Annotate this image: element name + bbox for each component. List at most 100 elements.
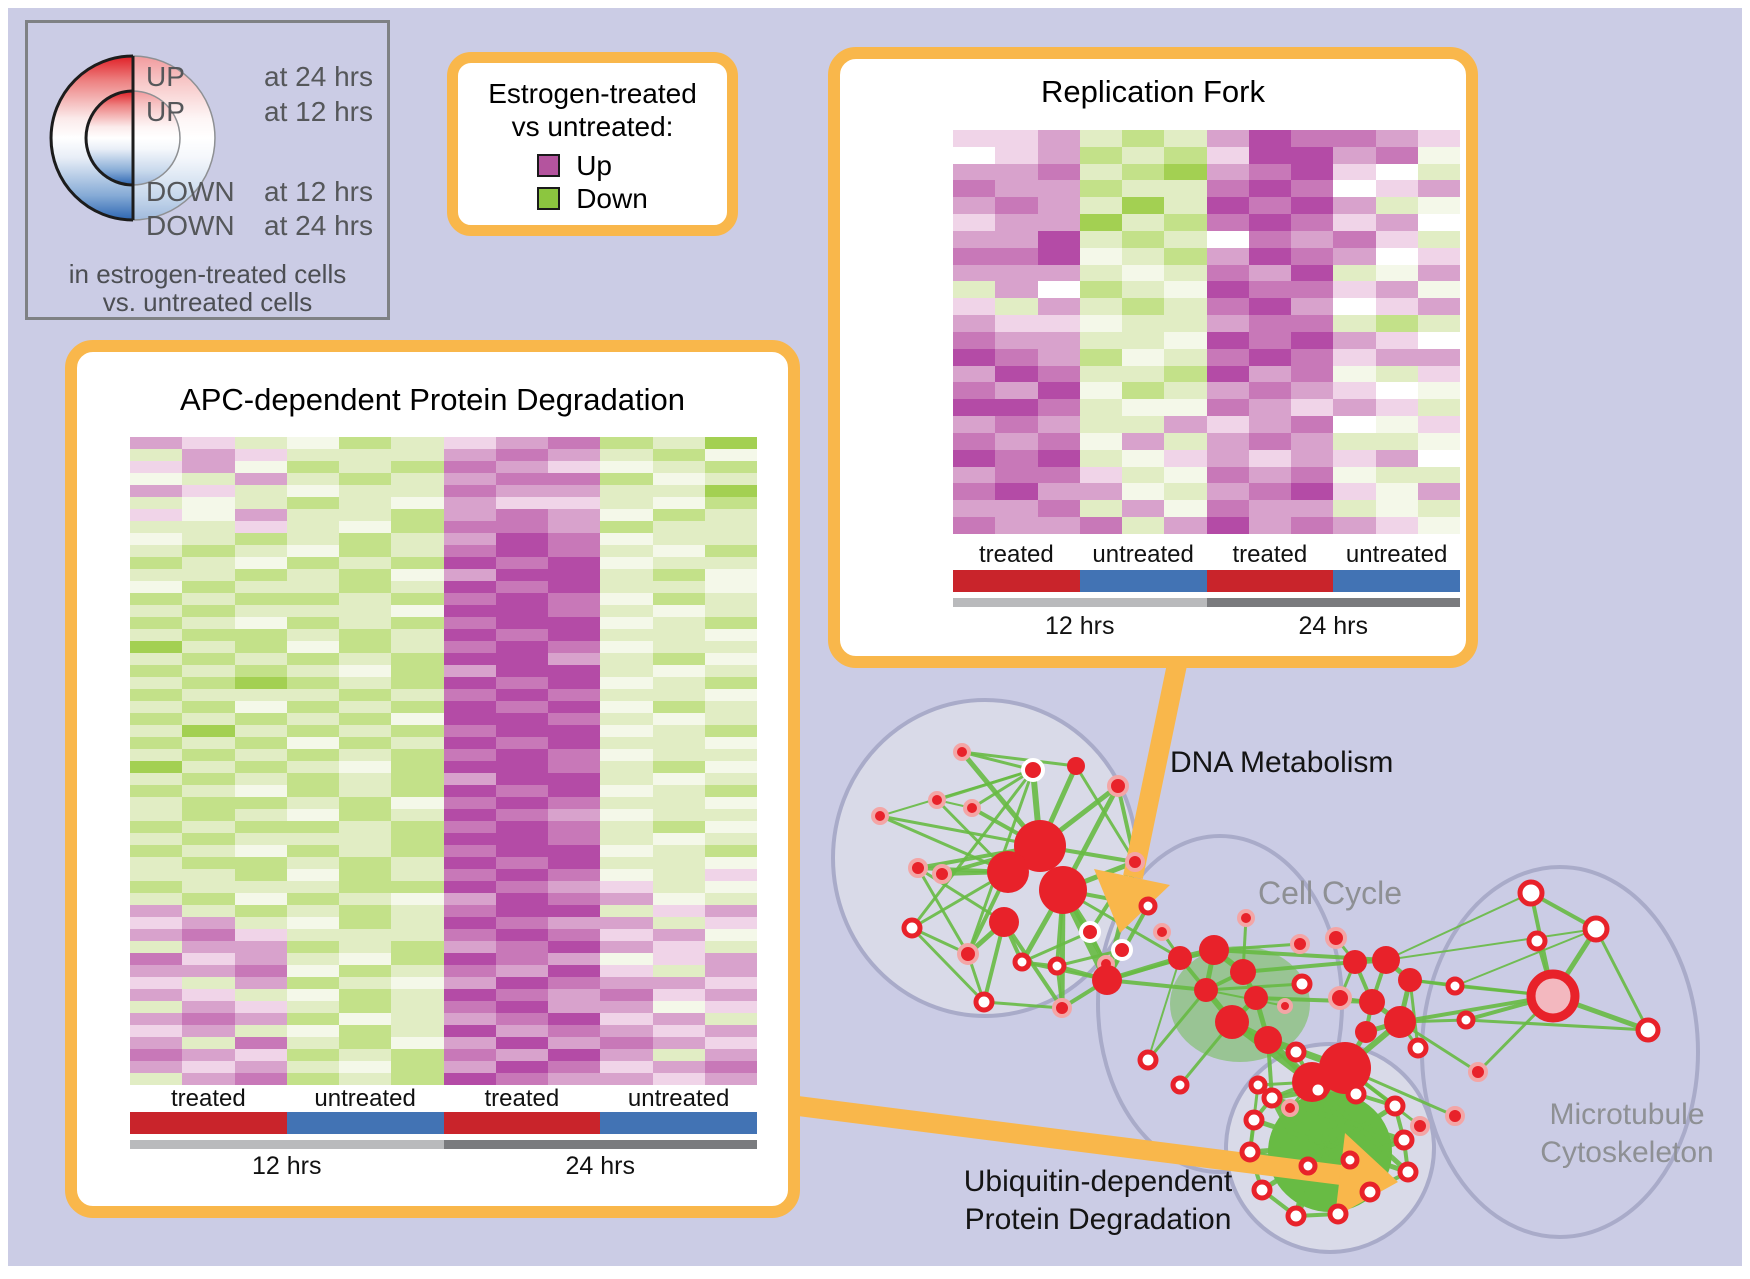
heatmap-row xyxy=(953,315,1460,332)
heatmap-cell xyxy=(443,485,496,497)
heatmap-cell xyxy=(1037,163,1080,181)
heatmap-row xyxy=(953,517,1460,534)
network-node xyxy=(1021,758,1045,782)
repfork-time-labels: 12 hrs 24 hrs xyxy=(953,612,1460,641)
network-node xyxy=(1397,1161,1419,1183)
heatmap-row xyxy=(130,785,757,797)
heatmap-cell xyxy=(130,437,183,449)
heatmap-cell xyxy=(953,214,996,231)
heatmap-cell xyxy=(286,1025,339,1037)
heatmap-cell xyxy=(130,1049,183,1061)
time-group-label: 12 hrs xyxy=(252,1152,322,1180)
heatmap-cell xyxy=(548,677,601,689)
heatmap-cell xyxy=(339,713,392,725)
heatmap-cell xyxy=(1291,331,1334,349)
heatmap-cell xyxy=(495,509,548,521)
network-node xyxy=(1137,1049,1159,1071)
network-edge xyxy=(961,750,1077,768)
heatmap-cell xyxy=(234,773,287,785)
heatmap-cell xyxy=(600,749,653,761)
heatmap-cell xyxy=(548,485,601,497)
heatmap-cell xyxy=(1291,382,1334,400)
heatmap-cell xyxy=(1417,281,1460,299)
heatmap-row xyxy=(130,953,757,965)
heatmap-cell xyxy=(548,749,601,761)
heatmap-cell xyxy=(652,737,705,749)
heatmap-cell xyxy=(600,461,653,473)
heatmap-cell xyxy=(286,989,339,1001)
heatmap-cell xyxy=(704,653,757,665)
heatmap-cell xyxy=(234,497,287,509)
label-ubiquitin-line2: Protein Degradation xyxy=(964,1203,1232,1236)
heatmap-cell xyxy=(234,893,287,905)
heatmap-cell xyxy=(995,432,1038,450)
heatmap-cell xyxy=(1291,298,1334,316)
heatmap-cell xyxy=(182,761,235,773)
heatmap-cell xyxy=(1417,432,1460,450)
heatmap-cell xyxy=(443,989,496,1001)
heatmap-row xyxy=(130,569,757,581)
heatmap-cell xyxy=(130,485,183,497)
network-edge xyxy=(1056,948,1123,968)
network-node xyxy=(1517,879,1545,907)
heatmap-cell xyxy=(548,581,601,593)
arrow-apc-to-ubiquitin-stem xyxy=(788,1095,1343,1185)
network-node xyxy=(1355,1021,1377,1043)
heatmap-cell xyxy=(443,665,496,677)
heatmap-row xyxy=(130,1049,757,1061)
heatmap-cell xyxy=(1375,517,1418,534)
network-edge xyxy=(910,769,1035,929)
heatmap-cell xyxy=(548,1049,601,1061)
heatmap-cell xyxy=(391,893,444,905)
heatmap-cell xyxy=(130,749,183,761)
network-node xyxy=(1092,965,1122,995)
untreated-bar-segment xyxy=(600,1112,757,1134)
heatmap-cell xyxy=(548,917,601,929)
network-edge xyxy=(917,866,1005,924)
heatmap-cell xyxy=(1122,130,1165,147)
heatmap-cell xyxy=(130,617,183,629)
heatmap-cell xyxy=(391,869,444,881)
heatmap-row xyxy=(130,629,757,641)
heatmap-cell xyxy=(652,509,705,521)
heatmap-cell xyxy=(182,689,235,701)
heatmap-cell xyxy=(130,557,183,569)
heatmap-cell xyxy=(1164,466,1207,484)
heatmap-cell xyxy=(1037,214,1080,231)
heatmap-cell xyxy=(704,869,757,881)
heatmap-cell xyxy=(234,1049,287,1061)
heatmap-cell xyxy=(234,569,287,581)
heatmap-cell xyxy=(1248,230,1291,248)
heatmap-cell xyxy=(339,1061,392,1073)
heatmap-cell xyxy=(600,1025,653,1037)
treatment-group-label: untreated xyxy=(1345,541,1448,568)
heatmap-cell xyxy=(704,953,757,965)
repfork-heatmap xyxy=(953,130,1460,534)
network-edge xyxy=(1242,960,1356,974)
heatmap-row xyxy=(130,521,757,533)
heatmap-row xyxy=(130,545,757,557)
heatmap-cell xyxy=(652,941,705,953)
heatmap-cell xyxy=(339,737,392,749)
heatmap-cell xyxy=(1417,416,1460,433)
heatmap-cell xyxy=(548,725,601,737)
heatmap-cell xyxy=(1248,163,1291,181)
heatmap-cell xyxy=(443,581,496,593)
heatmap-cell xyxy=(1333,416,1376,433)
heatmap-cell xyxy=(652,761,705,773)
heatmap-cell xyxy=(234,509,287,521)
heatmap-row xyxy=(953,416,1460,433)
heatmap-cell xyxy=(600,557,653,569)
network-node xyxy=(1079,921,1101,943)
heatmap-cell xyxy=(391,473,444,485)
heatmap-cell xyxy=(652,1037,705,1049)
heatmap-cell xyxy=(391,737,444,749)
heatmap-cell xyxy=(548,617,601,629)
network-node xyxy=(1168,946,1192,970)
heatmap-cell xyxy=(652,953,705,965)
heatmap-cell xyxy=(234,797,287,809)
heatmap-cell xyxy=(339,533,392,545)
network-node xyxy=(1261,1087,1283,1109)
heatmap-cell xyxy=(995,382,1038,400)
heatmap-cell xyxy=(391,797,444,809)
